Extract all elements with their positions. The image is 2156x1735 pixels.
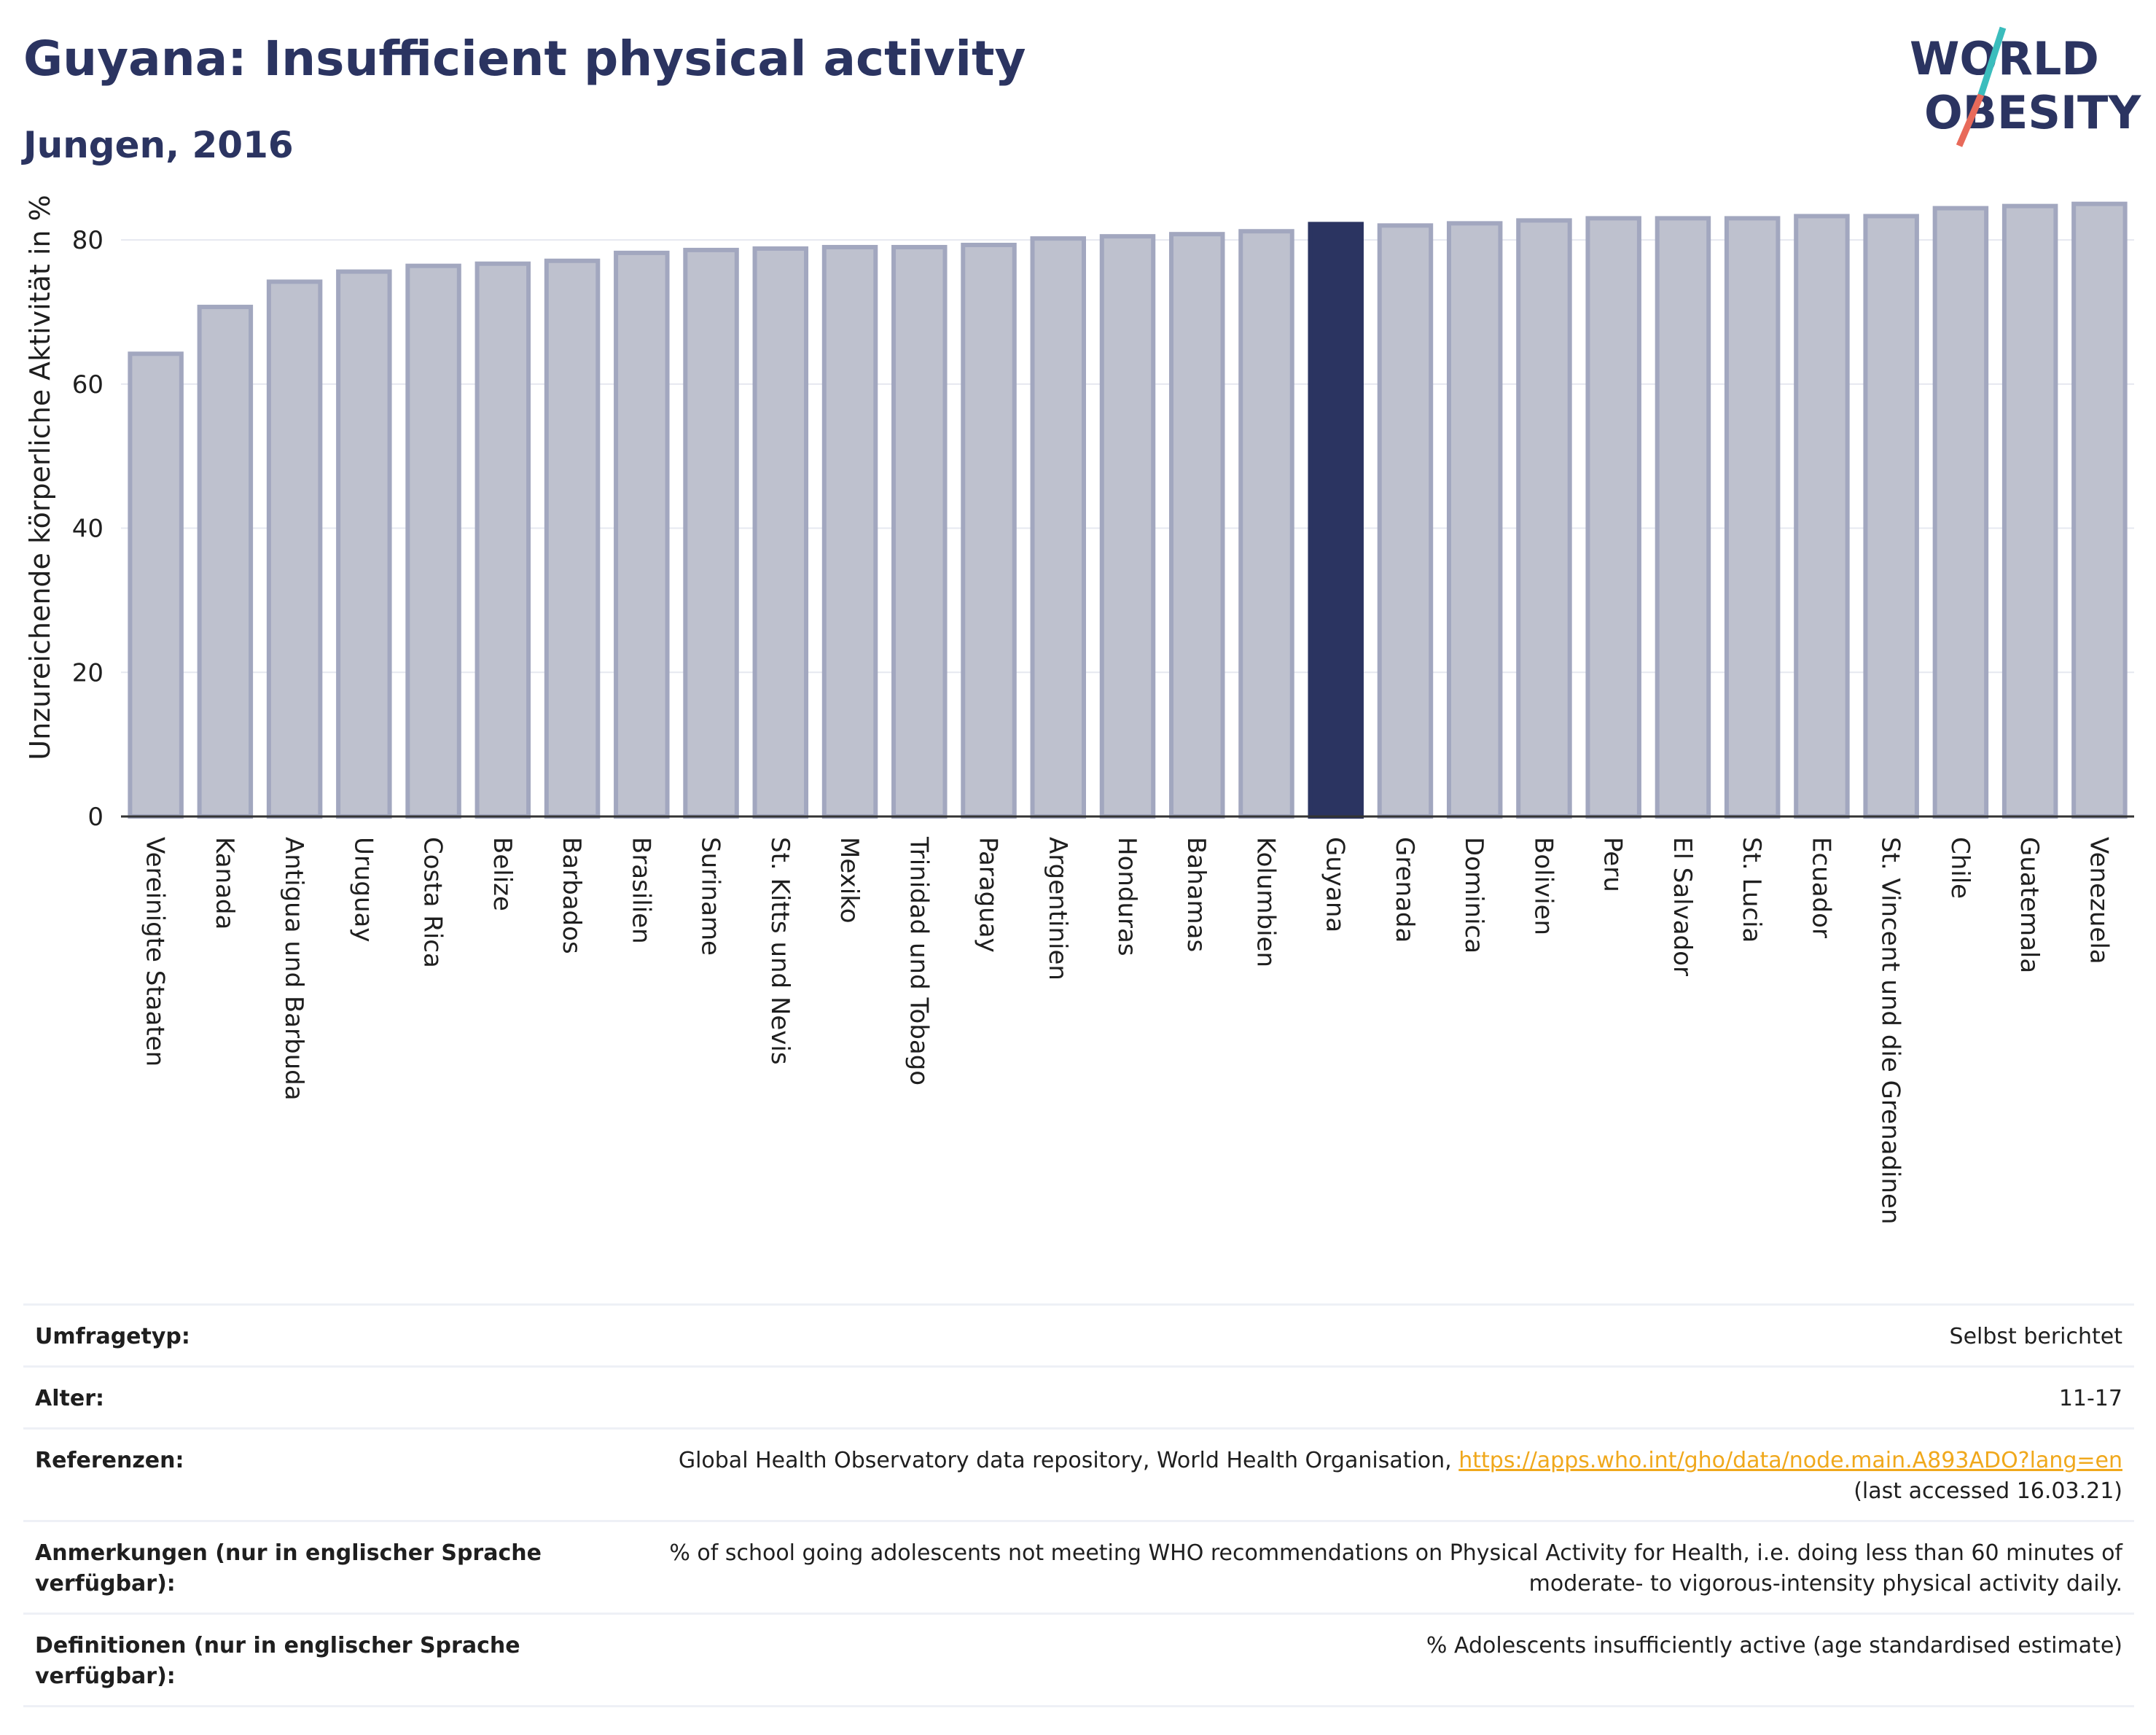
meta-row-notes: Anmerkungen (nur in englischer Sprache v…	[23, 1520, 2134, 1613]
bar	[1377, 223, 1434, 819]
bar	[128, 351, 184, 819]
x-tick-label: Brasilien	[626, 837, 655, 944]
x-tick-label: St. Kitts und Nevis	[765, 837, 794, 1065]
meta-value: Selbst berichtet	[1949, 1324, 2122, 1349]
logo-slash-teal	[1977, 26, 2007, 96]
x-tick-label: Grenada	[1390, 837, 1419, 943]
bar	[1516, 218, 1572, 819]
bar-chart: 0 20 40 60 80 Unzureichende körperliche Aktiv…	[24, 195, 2134, 1225]
page-title: Guyana: Insufficient physical activity	[23, 31, 1026, 87]
y-tick-label: 0	[87, 803, 103, 832]
bar	[1794, 214, 1850, 819]
bar	[1932, 206, 1989, 819]
reference-accessed: (last accessed 16.03.21)	[1854, 1478, 2122, 1504]
x-tick-label: Suriname	[696, 837, 725, 956]
meta-label: Umfragetyp:	[35, 1324, 190, 1349]
meta-label: Definitionen (nur in englischer Sprache …	[35, 1633, 520, 1689]
bar	[1655, 216, 1711, 819]
x-tick-label: Dominica	[1459, 837, 1488, 954]
bar	[2071, 201, 2128, 819]
x-tick-label: Barbados	[557, 837, 586, 954]
meta-row-definitions: Definitionen (nur in englischer Sprache …	[23, 1613, 2134, 1707]
metadata-table: Umfragetyp: Selbst berichtet Alter: 11-1…	[23, 1303, 2134, 1707]
bar	[1446, 221, 1503, 819]
x-tick-label: Uruguay	[348, 837, 378, 943]
x-tick-label: Chile	[1945, 837, 1975, 899]
bar	[1169, 232, 1225, 819]
bar	[821, 244, 878, 819]
reference-link[interactable]: https://apps.who.int/gho/data/node.main.…	[1458, 1448, 2122, 1473]
x-tick-label: Antigua und Barbuda	[279, 837, 308, 1101]
x-tick-label: Argentinien	[1043, 837, 1072, 980]
bar	[891, 244, 948, 819]
x-tick-label: Mexiko	[835, 837, 864, 924]
x-tick-label: Honduras	[1112, 837, 1141, 956]
x-tick-label: Venezuela	[2084, 837, 2113, 964]
x-tick-label: Guyana	[1321, 837, 1350, 932]
meta-row-references: Referenzen: Global Health Observatory da…	[23, 1427, 2134, 1520]
meta-label: Alter:	[35, 1386, 104, 1411]
x-tick-label: Kanada	[210, 837, 239, 929]
bar	[1863, 214, 1919, 819]
y-tick-label: 40	[72, 515, 103, 544]
bar	[474, 261, 531, 819]
meta-row-age: Alter: 11-17	[23, 1365, 2134, 1427]
meta-value: % Adolescents insufficiently active (age…	[1426, 1633, 2122, 1658]
bar	[405, 263, 461, 819]
x-tick-label: Bahamas	[1181, 837, 1211, 952]
bar	[1238, 229, 1294, 819]
bar	[614, 250, 670, 819]
reference-text: Global Health Observatory data repositor…	[678, 1448, 1452, 1473]
bar	[1099, 234, 1156, 819]
meta-label: Anmerkungen (nur in englischer Sprache v…	[35, 1540, 542, 1596]
bar	[683, 247, 739, 819]
page-subtitle: Jungen, 2016	[23, 124, 294, 166]
bar	[2001, 203, 2058, 819]
x-tick-label: Peru	[1598, 837, 1628, 892]
meta-value: % of school going adolescents not meetin…	[669, 1540, 2122, 1596]
y-tick-label: 80	[72, 226, 103, 255]
bar	[544, 258, 601, 819]
x-tick-label: Ecuador	[1806, 837, 1835, 938]
x-tick-label: Belize	[488, 837, 517, 911]
bar	[197, 305, 254, 819]
bar	[1585, 216, 1641, 819]
meta-row-survey-type: Umfragetyp: Selbst berichtet	[23, 1303, 2134, 1365]
meta-value-references: Global Health Observatory data repositor…	[679, 1446, 2122, 1507]
x-tick-label: Bolivien	[1528, 837, 1558, 935]
bar	[961, 243, 1017, 819]
x-tick-label: Trinidad und Tobago	[904, 836, 933, 1085]
x-tick-label: St. Vincent und die Grenadinen	[1876, 837, 1905, 1225]
x-tick-label: St. Lucia	[1737, 837, 1766, 943]
meta-value: 11-17	[2058, 1386, 2122, 1411]
y-axis-label: Unzureichende körperliche Aktivität in %	[24, 195, 56, 760]
x-tick-label: Guatemala	[2015, 837, 2044, 973]
meta-label: Referenzen:	[35, 1448, 184, 1473]
bar	[752, 246, 809, 819]
bar	[336, 269, 392, 819]
bar	[1030, 236, 1086, 819]
x-tick-label: Paraguay	[974, 837, 1003, 953]
y-tick-label: 20	[72, 658, 103, 687]
logo-line1: WORLD	[1910, 32, 2099, 85]
world-obesity-logo: WORLD OBESITY	[1910, 26, 2141, 147]
y-tick-label: 60	[72, 370, 103, 399]
bar	[1724, 216, 1781, 819]
x-tick-label: Kolumbien	[1251, 837, 1280, 967]
bar	[266, 279, 323, 819]
logo-slash-red	[1956, 93, 1985, 147]
x-tick-label: Costa Rica	[418, 837, 448, 968]
logo-line2: OBESITY	[1924, 86, 2141, 139]
x-tick-label: Vereinigte Staaten	[141, 837, 170, 1067]
bar	[1308, 222, 1364, 819]
x-tick-label: El Salvador	[1668, 837, 1697, 976]
